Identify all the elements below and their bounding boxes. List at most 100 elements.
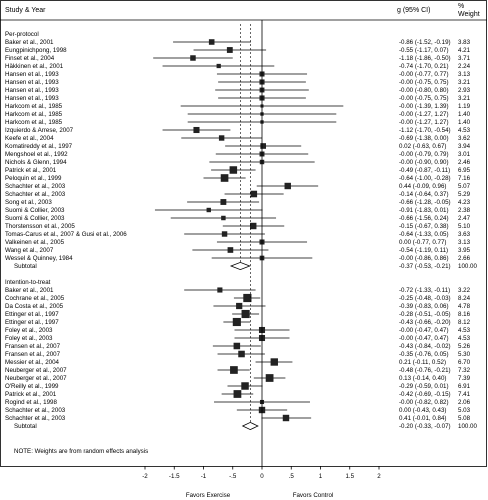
effect-ci-value: -0.64 (-1.00, -0.28) [399,175,451,182]
study-label: Cochrane et al., 2005 [5,295,65,302]
effect-ci-value: 0.21 (-0.11, 0.52) [399,359,446,366]
point-estimate [232,317,241,327]
weight-value: 7.16 [458,175,471,182]
effect-ci-value: 0.13 (-0.14, 0.40) [399,375,446,382]
effect-ci-value: 0.41 (-0.01, 0.84) [399,415,446,422]
x-tick-label: 0 [260,473,264,480]
subtotal-diamond [241,421,259,431]
weight-value: 3.21 [458,79,471,86]
weight-value: 2.47 [458,215,471,222]
group-heading: Intention-to-treat [5,279,51,286]
effect-ci-value: -0.00 (-0.75, 0.75) [399,95,449,102]
weight-value: 5.08 [458,415,471,422]
effect-ci-value: -0.00 (-0.86, 0.86) [399,255,449,262]
header-effect: g (95% CI) [397,7,430,14]
weight-value: 3.22 [458,287,471,294]
group-heading: Per-protocol [5,31,39,38]
weight-value: 3.01 [458,151,471,158]
study-label: Valkeinen et al., 2005 [5,239,65,246]
study-label: Tomas-Carus et al., 2007 & Gusi et al., … [5,231,127,238]
study-label: Wang et al., 2007 [5,247,54,254]
x-tick-label: -1 [201,473,207,480]
study-label: Baker et al., 2001 [5,287,54,294]
effect-ci-value: -0.64 (-1.33, 0.05) [399,231,449,238]
weight-value: 6.91 [458,383,471,390]
point-estimate [243,293,252,303]
study-label: Harkcom et al., 1985 [5,119,63,126]
effect-ci-value: -0.00 (-1.27, 1.27) [399,119,449,126]
header-weight-pct: % [458,3,464,10]
study-label: Suomi & Collier, 2003 [5,215,65,222]
effect-ci-value: -1.18 (-1.86, -0.50) [399,55,451,62]
x-tick-label: 1 [319,473,323,480]
point-estimate [190,55,196,61]
effect-ci-value: -0.74 (-1.70, 0.21) [399,63,449,70]
point-estimate [282,414,290,422]
weight-value: 6.95 [458,167,471,174]
point-estimate [221,231,228,237]
weight-value: 5.10 [458,223,471,230]
study-label: Harkcom et al., 1985 [5,111,63,118]
weight-value: 2.24 [458,63,471,70]
study-label: Fransen et al., 2007 [5,343,61,350]
weight-value: 1.40 [458,111,471,118]
effect-ci-value: -0.25 (-0.48, -0.03) [399,295,451,302]
subtotal-effect-value: -0.20 (-0.33, -0.07) [399,423,451,430]
study-label: Hansen et al., 1993 [5,79,59,86]
x-axis: -2 -1.5 -1 -.5 0 .5 1 1.5 2 [142,20,381,480]
study-label: Thorstensson et al., 2005 [5,223,75,230]
effect-ci-value: -0.00 (-0.77, 0.77) [399,71,449,78]
study-label: Patrick et al., 2001 [5,167,57,174]
point-estimate [220,174,229,182]
weight-value: 5.26 [458,343,471,350]
point-estimate [260,143,266,149]
point-estimate [230,366,238,374]
weight-value: 1.40 [458,119,471,126]
x-tick-label: -2 [142,473,148,480]
point-estimate [206,207,211,213]
effect-ci-value: -0.66 (-1.28, -0.05) [399,199,451,206]
weight-value: 3.71 [458,55,471,62]
weight-value: 4.53 [458,335,471,342]
weight-value: 5.30 [458,351,471,358]
study-label: Baker et al., 2001 [5,39,54,46]
study-label: Nichols & Glenn, 1994 [5,159,67,166]
weight-value: 2.46 [458,159,471,166]
effect-ci-value: -0.39 (-0.83, 0.06) [399,303,449,310]
weight-value: 3.63 [458,231,471,238]
study-label: Schachter et al., 2003 [5,407,66,414]
study-label: Hansen et al., 1993 [5,71,59,78]
point-estimate [270,358,278,366]
effect-ci-value: -0.00 (-0.80, 0.80) [399,87,449,94]
point-estimate [236,302,243,310]
weight-value: 8.12 [458,319,471,326]
study-label: Da Costa et al., 2005 [5,303,64,310]
weight-value: 4.53 [458,327,471,334]
study-label: O'Reilly et al., 1999 [5,383,59,390]
effect-ci-value: -0.29 (-0.59, 0.01) [399,383,449,390]
effect-ci-value: -0.00 (-1.39, 1.39) [399,103,449,110]
study-label: Schachter et al., 2003 [5,183,66,190]
weight-value: 4.53 [458,127,471,134]
point-estimate [241,382,249,390]
header-study: Study & Year [5,7,46,14]
study-label: Finset et al., 2004 [5,55,55,62]
x-tick-label: .5 [289,473,295,480]
effect-ci-value: -0.00 (-0.47, 0.47) [399,335,449,342]
effect-ci-value: -0.43 (-0.84, -0.02) [399,343,451,350]
point-estimate [216,63,221,69]
weight-value: 2.38 [458,207,471,214]
plot-frame [0,0,487,467]
footnote: NOTE: Weights are from random effects an… [14,448,148,455]
study-label: Ettinger et al., 1997 [5,311,59,318]
effect-ci-value: -0.00 (-1.27, 1.27) [399,111,449,118]
study-label: Ettinger et al., 1997 [5,319,59,326]
point-estimate [208,39,215,45]
weight-value: 3.95 [458,247,471,254]
x-tick-label: 2 [377,473,381,480]
effect-ci-value: -0.35 (-0.76, 0.05) [399,351,449,358]
point-estimate [217,287,223,293]
point-estimate [221,215,226,221]
effect-ci-value: -0.54 (-1.19, 0.11) [399,247,448,254]
